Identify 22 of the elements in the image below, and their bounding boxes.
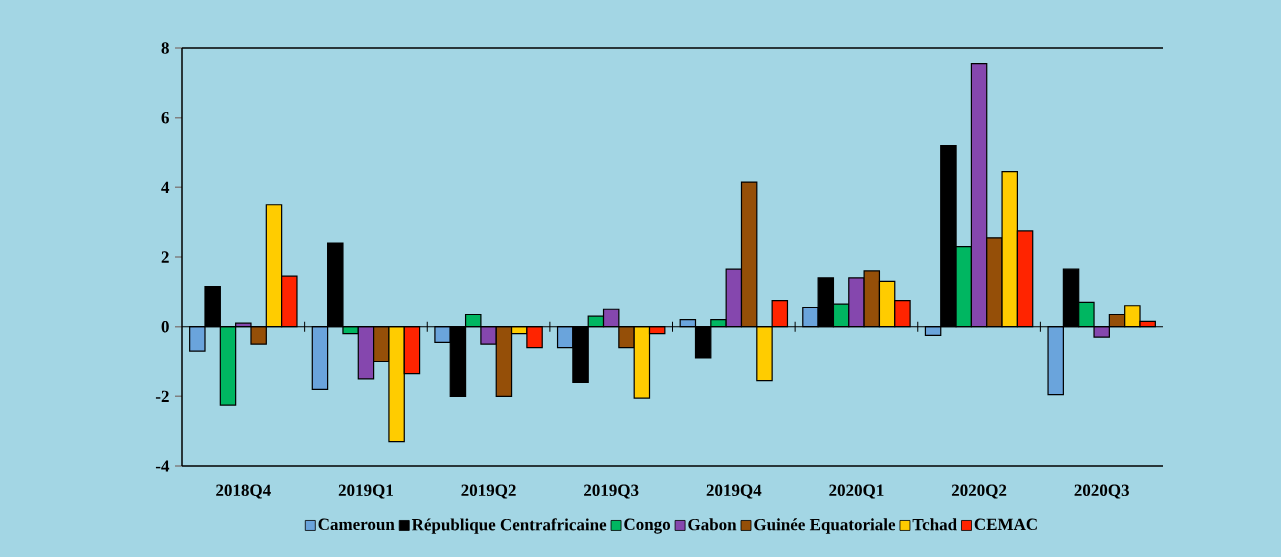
x-tick-label: 2018Q4 — [216, 484, 271, 499]
x-tick-label: 2019Q1 — [338, 484, 393, 499]
y-tick-label: 4 — [161, 181, 170, 193]
legend-label: Cameroun — [318, 518, 395, 531]
y-tick-label: 8 — [161, 42, 169, 54]
y-tick-label: 0 — [161, 320, 169, 333]
y-tick-label: 6 — [161, 111, 169, 124]
y-tick-label: 2 — [161, 251, 169, 263]
x-tick-label: 2019Q4 — [706, 484, 762, 499]
y-tick-label: -2 — [155, 390, 169, 402]
x-tick-label: 2020Q3 — [1074, 484, 1129, 499]
legend-label: Guinée Equatoriale — [754, 518, 896, 534]
legend-label: Gabon — [688, 518, 737, 531]
x-tick-label: 2019Q3 — [584, 484, 639, 499]
legend-label: Congo — [624, 518, 671, 534]
legend-label: Tchad — [912, 518, 957, 531]
legend-label: CEMAC — [974, 518, 1037, 531]
x-tick-label: 2020Q2 — [951, 484, 1007, 499]
legend-label: République Centrafricaine — [411, 518, 607, 534]
x-tick-label: 2019Q2 — [461, 484, 516, 499]
y-tick-label: -4 — [155, 460, 170, 472]
x-tick-label: 2020Q1 — [829, 484, 884, 499]
